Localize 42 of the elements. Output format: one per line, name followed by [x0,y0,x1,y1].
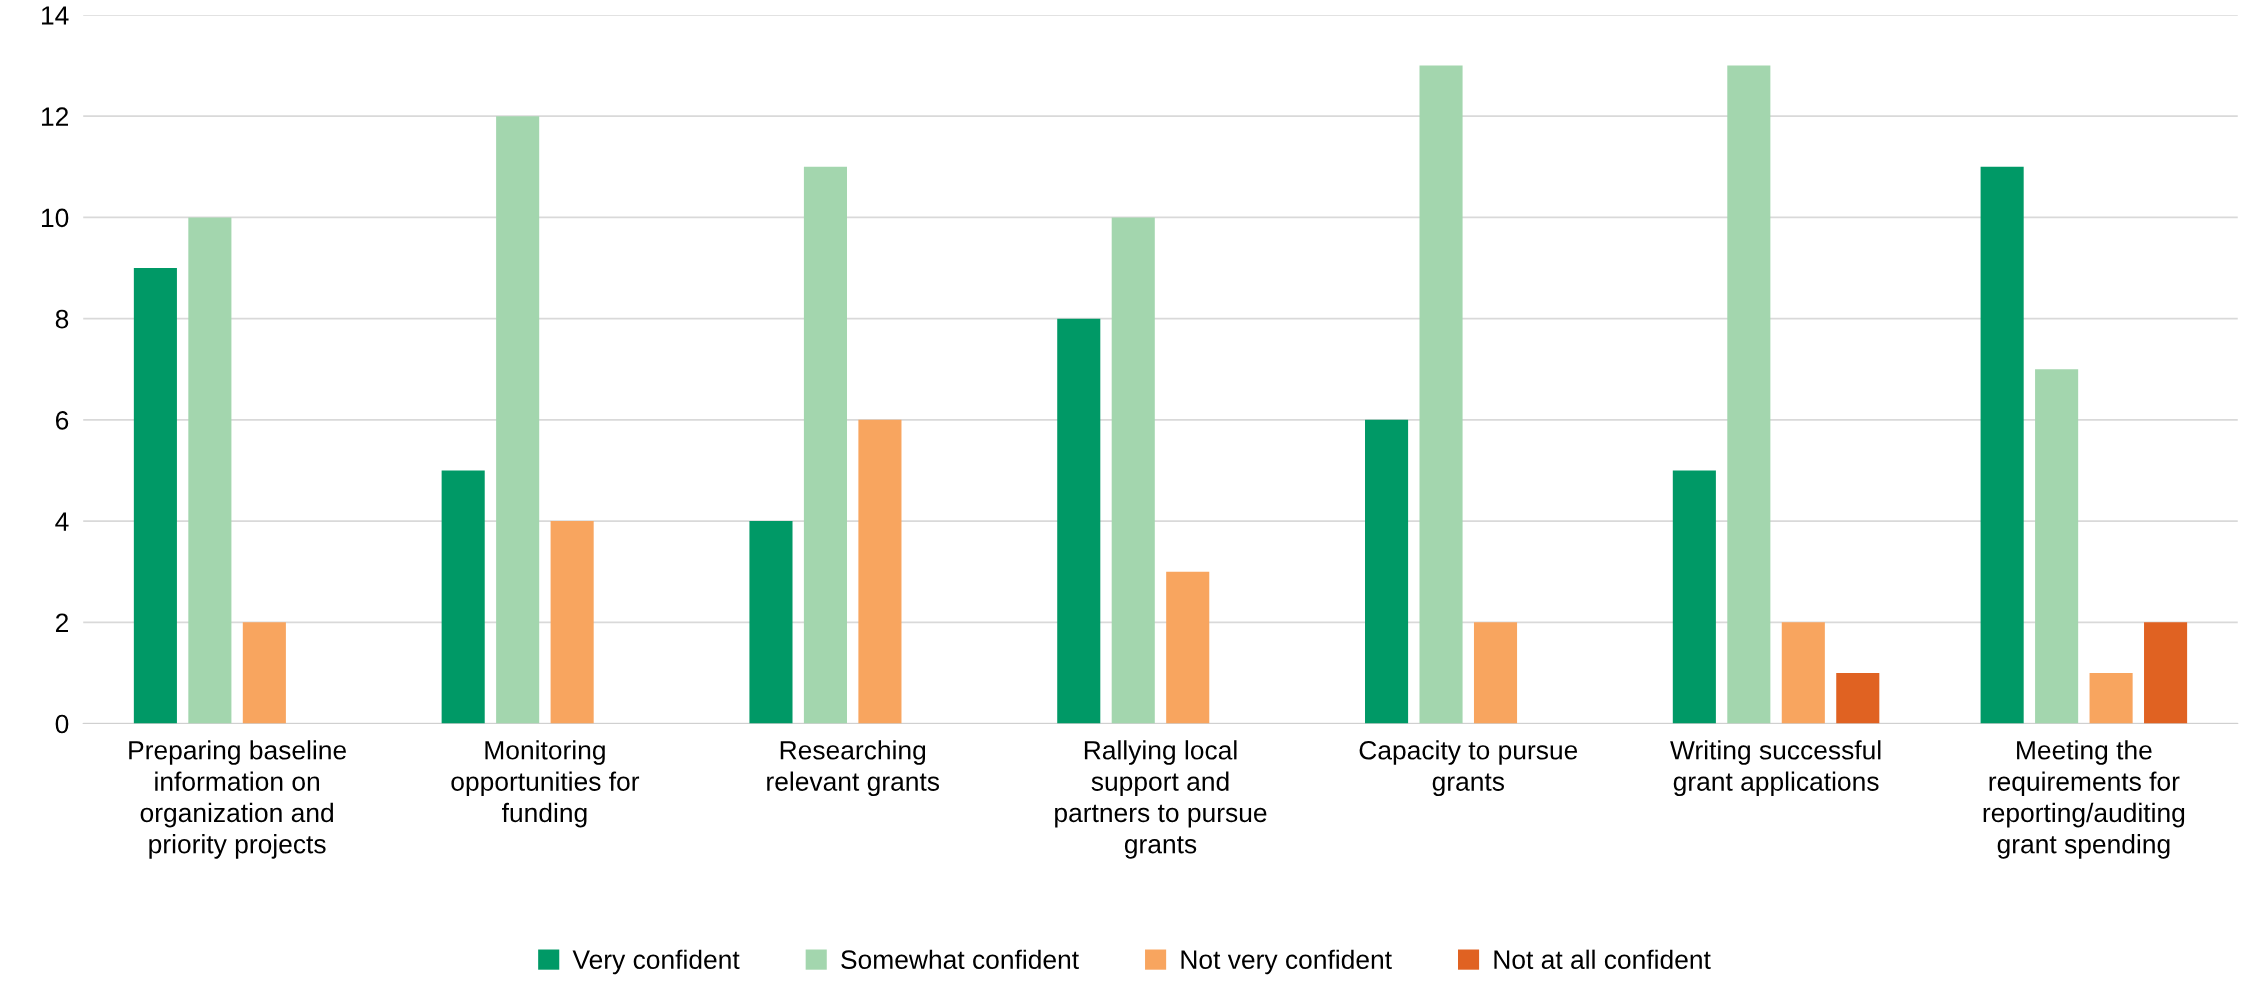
bar [1365,419,1409,724]
x-tick-label: Preparing baseline information on organization and priority projects [129,740,346,859]
x-tick-label: Rallying local support and partners to pursue grants [1055,740,1267,859]
bar [1672,470,1716,724]
bar [496,116,540,724]
y-tick-label: 4 [55,512,69,531]
y-tick-label: 0 [55,714,69,734]
bar [242,622,286,724]
x-tick-label: Meeting the requirements for reporting/auditing grant spending [1983,740,2185,859]
x-tick-label: Writing successful grant applications [1670,740,1881,797]
bar [1419,65,1463,724]
legend-label: Very confident [572,949,740,975]
bar [2035,369,2079,724]
y-tick-label: 6 [55,411,69,430]
y-tick-label: 12 [41,107,68,126]
y-tick-label: 8 [55,309,69,329]
x-tick-label: Researching relevant grants [767,740,940,797]
x-tick-label: Monitoring opportunities for funding [451,740,640,828]
bar [550,521,594,724]
bar [188,217,232,724]
bar [749,521,793,724]
bar [1473,622,1518,724]
x-tick-label: Capacity to pursue grants [1359,740,1578,797]
bar [441,470,485,724]
bar [1980,166,2024,724]
bar [2144,622,2188,724]
bar [1727,65,1771,724]
y-tick-label: 2 [55,613,68,632]
bar [1111,217,1155,724]
bar [858,419,902,724]
bar [1166,571,1210,724]
bar [1836,672,1880,724]
bar [133,268,177,724]
bar [803,166,847,724]
legend-label: Not at all confident [1494,949,1711,970]
legend-label: Somewhat confident [841,949,1079,970]
bar [1057,318,1101,724]
y-tick-label: 10 [41,208,69,228]
bar [1781,622,1825,724]
y-tick-label: 14 [41,6,69,25]
legend-label: Not very confident [1181,949,1392,975]
bar [2089,672,2133,724]
